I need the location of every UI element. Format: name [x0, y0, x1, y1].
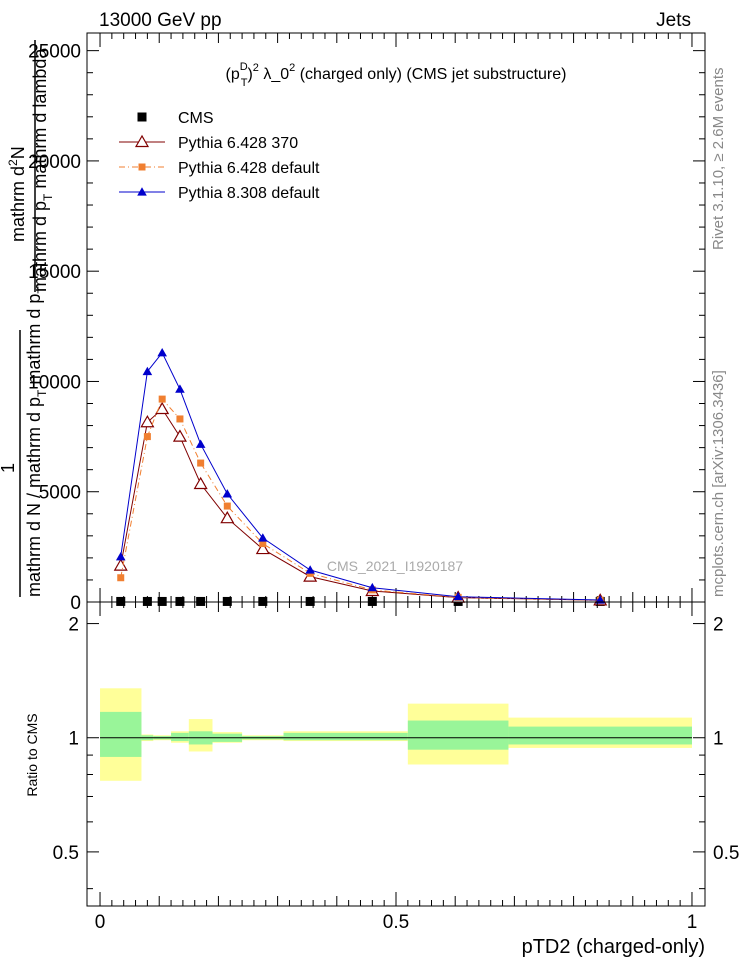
ratio-y-ticks: 0.5 0.5 1 1 2 2: [53, 615, 739, 890]
data-point: [113, 558, 128, 571]
y-tick-label: 0: [70, 593, 81, 614]
x-tick-label: 0.5: [383, 912, 409, 933]
data-point: [155, 401, 170, 415]
ratio-stat-band: [407, 720, 509, 750]
data-point: [367, 596, 377, 606]
main-y-axis-label: mathrm d2N mathrm d pT mathrm d lambda 1…: [0, 40, 55, 597]
data-point: [117, 574, 125, 582]
data-point: [116, 596, 126, 606]
y-tick-label: 25000: [28, 42, 81, 63]
rivet-label: Rivet 3.1.10, ≥ 2.6M events: [710, 68, 727, 251]
data-point: [158, 395, 166, 403]
ratio-y-tick-label: 2: [713, 615, 724, 636]
data-point: [157, 596, 167, 606]
y-label-numerator: mathrm d2N: [6, 146, 28, 242]
ratio-y-tick-label: 1: [713, 729, 724, 750]
legend-marker: [134, 134, 150, 148]
y-tick-label: 10000: [28, 372, 81, 393]
data-point: [142, 366, 153, 376]
legend-label: Pythia 8.308 default: [178, 185, 320, 202]
x-tick-label: 1: [687, 912, 698, 933]
data-point: [220, 510, 235, 524]
ratio-x-ticks: 0 0.5 1: [95, 602, 698, 933]
y-label-bottom: mathrm d N / mathrm d pT mathrm d pT: [24, 286, 49, 597]
data-point: [140, 415, 155, 428]
ratio-bands: [100, 688, 692, 781]
data-point: [223, 502, 231, 510]
ratio-y-tick-label: 0.5: [53, 843, 79, 864]
header-process: Jets: [656, 10, 691, 31]
data-point: [115, 551, 126, 561]
legend-entry: Pythia 8.308 default: [119, 185, 320, 202]
y-tick-label: 20000: [28, 152, 81, 173]
data-point: [258, 533, 268, 542]
data-point: [193, 476, 208, 490]
data-point: [222, 489, 233, 498]
legend-label: Pythia 6.428 default: [178, 160, 320, 177]
y-label-one: 1: [0, 463, 18, 473]
legend-label: CMS: [178, 110, 214, 127]
data-point: [258, 596, 268, 606]
legend-marker: [138, 163, 146, 171]
data-point: [176, 415, 184, 423]
ratio-stat-band: [283, 732, 408, 741]
ratio-y-tick-label: 2: [68, 615, 79, 636]
y-tick-label: 15000: [28, 262, 81, 283]
ratio-panel: 0.5 0.51 12 2 0 0.5 1 Ratio to CMS pTD2 (char…: [24, 601, 739, 958]
series-1: [113, 401, 608, 606]
legend-marker: [137, 112, 147, 122]
mcplots-label: mcplots.cern.ch [arXiv:1306.3436]: [710, 370, 727, 597]
ratio-stat-band: [508, 726, 692, 745]
ratio-frame: [86, 601, 706, 907]
analysis-watermark: CMS_2021_I1920187: [327, 558, 463, 574]
legend-entry: Pythia 6.428 default: [119, 160, 320, 177]
data-point: [305, 596, 315, 606]
legend: CMS Pythia 6.428 370 Pythia 6.428 default P…: [119, 110, 320, 202]
ratio-y-tick-label: 0.5: [713, 843, 739, 864]
header-beam: 13000 GeV pp: [99, 10, 222, 31]
data-point: [255, 541, 270, 555]
ratio-stat-band: [100, 711, 142, 757]
legend-entry: CMS: [137, 110, 214, 127]
legend-entry: Pythia 6.428 370: [119, 134, 298, 152]
data-point: [196, 596, 206, 606]
data-point: [222, 596, 232, 606]
data-point: [453, 591, 463, 601]
ratio-stat-band: [171, 732, 189, 742]
series-layer: [113, 347, 608, 606]
data-point: [367, 582, 378, 592]
data-point: [142, 596, 152, 606]
data-point: [157, 347, 167, 357]
data-point: [195, 439, 206, 448]
ratio-y-label: Ratio to CMS: [24, 713, 40, 796]
data-point: [197, 459, 205, 467]
main-panel: (pD T)2 λ_02 (charged only) (CMS jet subs…: [28, 32, 706, 614]
plot-title: (pD T)2 λ_02 (charged only) (CMS jet subs…: [226, 61, 567, 89]
data-point: [259, 540, 267, 548]
x-axis-label: pTD2 (charged-only): [522, 936, 705, 958]
y-tick-label: 5000: [39, 483, 81, 504]
data-point: [175, 596, 185, 606]
main-y-ticks: 0 5000 10000 15000 20000 25000: [28, 42, 705, 614]
data-point: [305, 565, 315, 574]
legend-marker: [137, 187, 147, 196]
series-line: [120, 398, 601, 601]
data-point: [172, 429, 187, 442]
data-point: [175, 384, 185, 393]
legend-label: Pythia 6.428 370: [178, 135, 298, 152]
data-point: [143, 433, 151, 441]
series-3: [115, 347, 606, 604]
x-tick-label: 0: [95, 912, 106, 933]
ratio-y-tick-label: 1: [68, 729, 79, 750]
